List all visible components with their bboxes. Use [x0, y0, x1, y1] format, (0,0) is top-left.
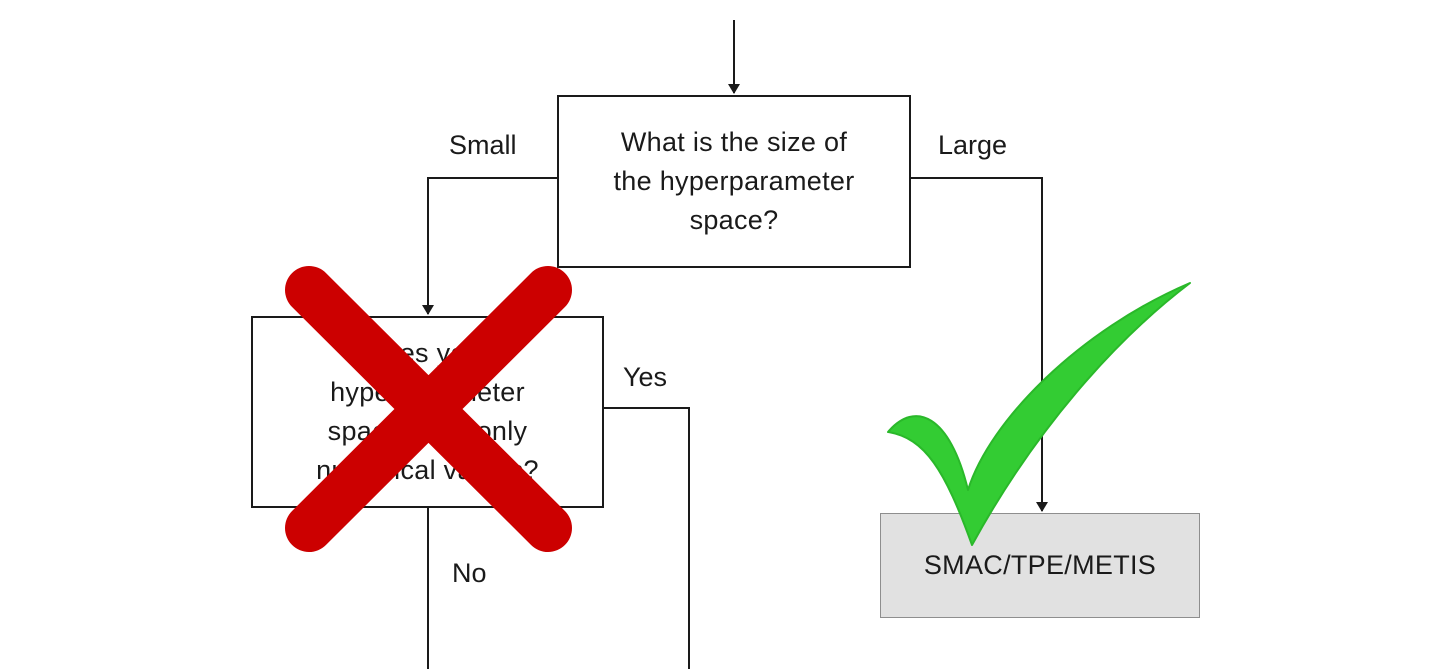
size-question-line-1: What is the size of: [620, 127, 848, 157]
large-branch-label: Large: [938, 130, 1008, 160]
red-x-cross-icon: [285, 266, 572, 552]
small-branch-connector: [422, 177, 557, 315]
yes-branch-label: Yes: [623, 362, 668, 392]
no-branch-label: No: [452, 558, 487, 588]
green-check-icon: [887, 282, 1191, 546]
size-question-line-3: space?: [689, 205, 779, 235]
small-branch-label: Small: [449, 130, 517, 160]
size-question-line-2: the hyperparameter: [613, 166, 855, 196]
yes-branch-connector: [604, 407, 690, 669]
size-question-box: What is the size of the hyperparameter s…: [557, 95, 911, 268]
result-label: SMAC/TPE/METIS: [923, 550, 1157, 580]
result-box: SMAC/TPE/METIS: [880, 513, 1200, 618]
